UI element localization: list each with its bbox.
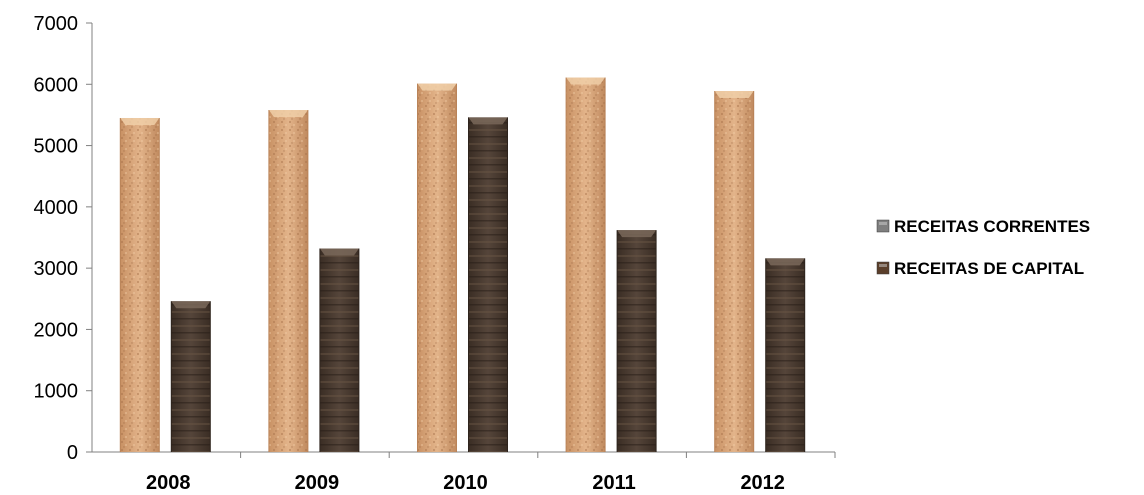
bar-receitas-correntes [119, 117, 160, 452]
bar-texture [566, 77, 606, 453]
bar-receitas-de-capital [170, 301, 211, 452]
y-tick-label: 1000 [34, 381, 79, 403]
x-tick-label: 2009 [295, 472, 340, 494]
bar-bevel [714, 91, 754, 99]
bar-texture [268, 110, 308, 453]
y-tick-label: 2000 [34, 319, 79, 341]
bar-texture [617, 230, 657, 452]
bar-bevel [171, 301, 211, 309]
y-tick-label: 5000 [34, 136, 79, 158]
x-tick-label: 2011 [592, 472, 635, 494]
bar-receitas-correntes [565, 77, 606, 453]
bar-bevel [765, 258, 805, 266]
bar-bevel [268, 110, 308, 118]
y-tick-label: 4000 [34, 197, 79, 219]
x-tick-label: 2010 [443, 472, 488, 494]
y-tick-label: 7000 [34, 13, 79, 35]
axes [86, 22, 836, 458]
labels: 0 1000 2000 3000 4000 5000 6000 7000 2008 2009 201… [34, 13, 785, 494]
legend-item: RECEITAS DE CAPITAL [876, 259, 1084, 278]
x-tick-label: 2008 [146, 472, 191, 494]
legend-swatch-shine [879, 222, 887, 225]
bar-bevel [566, 77, 606, 85]
legend-swatch [876, 219, 890, 233]
bar-texture [765, 258, 805, 452]
legend-item: RECEITAS CORRENTES [876, 217, 1090, 236]
bar-bevel [120, 117, 160, 125]
bar-texture [468, 117, 508, 452]
bar-bevel [468, 117, 508, 125]
bar-receitas-de-capital [468, 117, 508, 452]
bar-bevel [319, 248, 359, 256]
bar-texture [171, 301, 211, 452]
bar-receitas-correntes [268, 110, 309, 453]
bar-bevel [617, 230, 657, 238]
y-tick-label: 0 [67, 442, 78, 464]
bar-texture [120, 117, 160, 452]
bar-receitas-de-capital [319, 248, 360, 452]
legend-swatch-shine [879, 264, 887, 267]
legend-label: RECEITAS CORRENTES [894, 217, 1090, 236]
bar-texture [714, 91, 754, 452]
bar-bevel [417, 83, 457, 91]
legend: RECEITAS CORRENTES RECEITAS DE CAPITAL [876, 217, 1090, 278]
y-tick-label: 3000 [34, 258, 79, 280]
bar-receitas-de-capital [765, 258, 806, 452]
bar-receitas-de-capital [616, 230, 657, 452]
bar-receitas-correntes [417, 83, 457, 453]
legend-label: RECEITAS DE CAPITAL [894, 259, 1084, 278]
bar-texture [319, 248, 359, 452]
y-tick-label: 6000 [34, 74, 79, 96]
bar-receitas-correntes [714, 91, 755, 452]
bars [119, 77, 806, 453]
legend-swatch [876, 261, 890, 275]
bar-texture [417, 83, 457, 453]
x-tick-label: 2012 [740, 472, 785, 494]
